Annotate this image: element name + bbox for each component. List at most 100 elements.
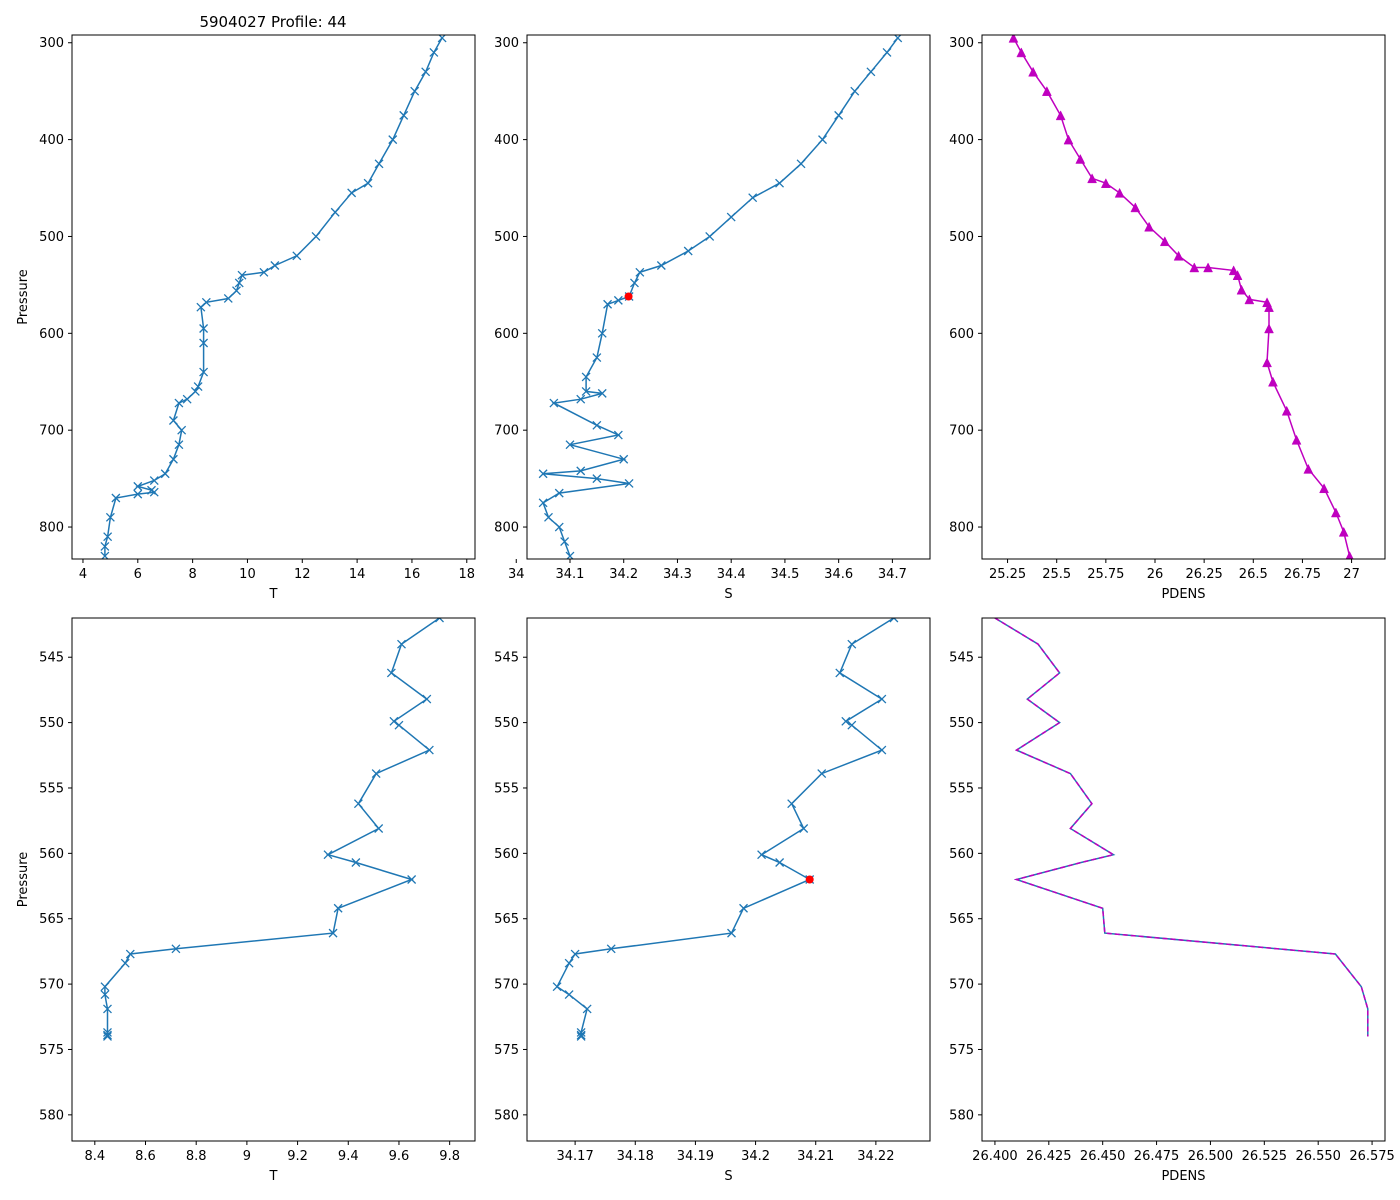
bottom-t-point — [171, 944, 181, 954]
top-pdens-y-tick-label: 400 — [949, 133, 974, 148]
bottom-s-y-tick-label: 580 — [494, 1108, 519, 1123]
bottom-s-point — [799, 824, 809, 833]
top-s-highlight-point — [624, 292, 633, 301]
top-s-point — [850, 86, 860, 96]
top-t-point — [193, 382, 203, 392]
bottom-t-point — [100, 990, 110, 1000]
top-t-x-tick-label: 14 — [349, 567, 366, 582]
top-t-point — [111, 493, 121, 503]
bottom-s-xlabel: S — [724, 1169, 732, 1184]
top-s-point — [624, 478, 634, 488]
top-pdens-x-tick-label: 26 — [1147, 567, 1164, 582]
top-t-point — [103, 532, 113, 542]
bottom-pdens-axes-frame — [981, 617, 1386, 1142]
bottom-t-y-tick-label: 550 — [39, 716, 64, 731]
top-t-point — [311, 232, 321, 241]
bottom-t-y-tick-label: 545 — [39, 651, 64, 666]
bottom-t-point — [103, 1028, 112, 1037]
bottom-pdens-y-tick-label: 575 — [949, 1043, 974, 1058]
top-t-point — [199, 324, 209, 333]
top-t-point — [399, 110, 409, 120]
bottom-s-y-tick-label: 575 — [494, 1043, 519, 1058]
top-s-x-tick-label: 34.7 — [878, 567, 907, 582]
bottom-t-x-tick-label: 8.4 — [84, 1149, 105, 1164]
top-s-point — [576, 466, 586, 476]
bottom-s-series-line — [556, 618, 895, 1037]
top-t-point — [421, 67, 431, 77]
bottom-s-x-tick-label: 34.17 — [557, 1149, 594, 1164]
top-t-y-tick-label: 800 — [39, 521, 64, 536]
top-s-point — [560, 537, 570, 547]
top-pdens-point — [1075, 153, 1086, 164]
top-t-point — [196, 302, 206, 312]
top-t-point — [232, 286, 241, 296]
bottom-s-point — [564, 958, 574, 968]
top-pdens-point — [1041, 86, 1052, 96]
top-t-point — [199, 338, 209, 348]
top-t-y-tick-label: 700 — [39, 424, 64, 439]
top-s-point — [613, 295, 623, 305]
top-t-point — [133, 481, 143, 491]
top-pdens-point — [1028, 66, 1039, 77]
top-t-x-tick-label: 16 — [404, 567, 421, 582]
top-pdens-point — [1262, 357, 1272, 368]
bottom-s-axes-frame — [526, 617, 931, 1142]
top-pdens-point — [1330, 507, 1341, 518]
top-s-point — [882, 47, 892, 57]
bottom-t-point — [424, 745, 434, 755]
top-s-axes-frame — [526, 34, 931, 560]
top-s-point — [544, 512, 553, 522]
top-s-x-tick-label: 34.4 — [717, 567, 746, 582]
top-t-x-tick-label: 6 — [134, 567, 142, 582]
top-t-point — [223, 293, 233, 303]
top-t-point — [410, 86, 420, 96]
top-t-point — [168, 416, 178, 425]
bottom-pdens-x-tick-label: 26.525 — [1242, 1149, 1288, 1164]
bottom-pdens-y-tick-label: 555 — [949, 781, 974, 796]
top-s-x-tick-label: 34.3 — [663, 567, 692, 582]
top-pdens-point — [1008, 35, 1019, 43]
top-t-point — [105, 512, 115, 522]
bottom-t-point — [100, 982, 110, 992]
top-s-x-tick-label: 34.5 — [770, 567, 799, 582]
bottom-s-highlight-point — [805, 875, 814, 884]
top-t-series-line — [104, 37, 443, 557]
top-pdens-point — [1291, 434, 1302, 445]
bottom-t-point — [328, 928, 338, 938]
bottom-t-point — [386, 668, 396, 678]
bottom-t-point — [103, 1030, 112, 1040]
top-s-xlabel: S — [724, 587, 732, 602]
bottom-s-point — [847, 720, 857, 730]
top-s-point — [630, 278, 639, 288]
bottom-s-y-tick-label: 550 — [494, 716, 519, 731]
top-s-point — [538, 469, 548, 479]
top-t-y-tick-label: 400 — [39, 133, 64, 148]
top-t-point — [347, 188, 357, 198]
bottom-s-x-tick-label: 34.18 — [617, 1149, 654, 1164]
top-t-point — [174, 440, 184, 450]
top-s-point — [576, 394, 586, 404]
bottom-pdens-panel: 26.400 26.425 26.450 26.475 26.500 26.525 26.5… — [949, 617, 1395, 1184]
top-pdens-y-tick-label: 800 — [949, 521, 974, 536]
top-s-point — [635, 267, 645, 277]
top-s-y-tick-label: 700 — [494, 424, 519, 439]
bottom-t-y-tick-label: 565 — [39, 912, 64, 927]
top-t-y-tick-label: 600 — [39, 327, 64, 342]
bottom-t-x-tick-label: 8.8 — [186, 1149, 207, 1164]
top-s-point — [554, 522, 564, 532]
bottom-t-x-tick-label: 9 — [243, 1149, 251, 1164]
top-t-point — [237, 270, 247, 280]
top-s-panel: 34 34.1 34.2 34.3 34.4 34.5 34.6 34.7 300 400 500 6… — [494, 34, 931, 602]
top-pdens-point — [1244, 294, 1255, 305]
top-s-y-tick-label: 800 — [494, 521, 519, 536]
top-pdens-point — [1319, 483, 1329, 494]
top-s-point — [619, 454, 629, 464]
top-pdens-point — [1087, 173, 1097, 184]
top-pdens-point — [1114, 187, 1125, 198]
top-pdens-x-tick-label: 26.75 — [1284, 567, 1321, 582]
top-pdens-point — [1100, 178, 1111, 188]
top-pdens-point — [1063, 134, 1074, 145]
top-s-point — [597, 388, 607, 398]
bottom-s-point — [552, 982, 562, 992]
bottom-t-point — [371, 769, 381, 779]
